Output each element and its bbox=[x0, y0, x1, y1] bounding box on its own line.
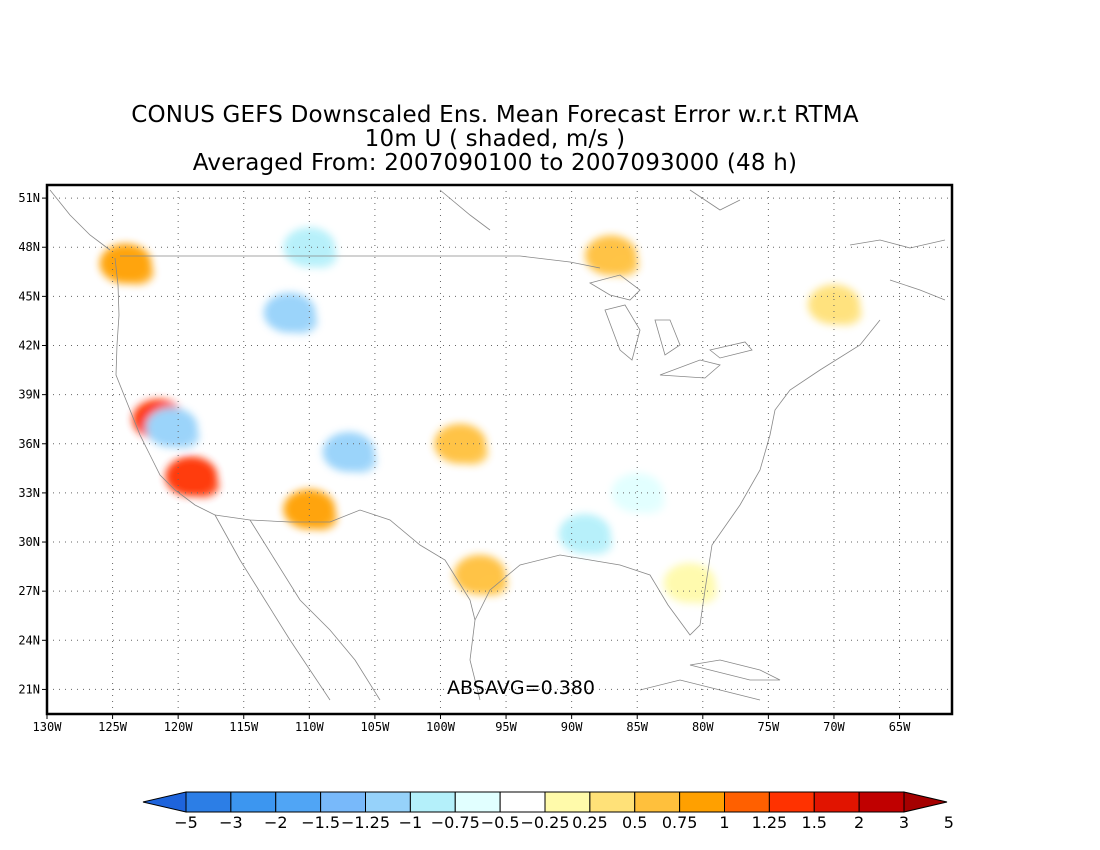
colorbar-segment bbox=[858, 791, 905, 813]
colorbar-segment bbox=[499, 791, 546, 813]
anomaly-region-lobe bbox=[829, 301, 862, 326]
colorbar-label: −1 bbox=[399, 813, 423, 832]
lon-tick-label: 90W bbox=[561, 720, 583, 734]
shaded-field bbox=[99, 227, 862, 604]
lat-tick-label: 30N bbox=[18, 535, 40, 549]
anomaly-region-lobe bbox=[121, 260, 154, 285]
title-line-3: Averaged From: 2007090100 to 2007093000 … bbox=[192, 150, 798, 176]
colorbar-segment bbox=[320, 791, 366, 813]
lon-tick-label: 85W bbox=[626, 720, 648, 734]
anomaly-region-lobe bbox=[305, 506, 338, 531]
colorbar-label: −1.25 bbox=[341, 813, 390, 832]
lon-tick-label: 70W bbox=[823, 720, 845, 734]
lon-tick-label: 95W bbox=[495, 720, 517, 734]
lon-tick-label: 115W bbox=[229, 720, 259, 734]
mexico-coast-line bbox=[214, 514, 761, 701]
colorbar-label: −5 bbox=[174, 813, 198, 832]
colorbar-right-arrow bbox=[903, 791, 948, 813]
lon-tick-label: 75W bbox=[758, 720, 780, 734]
colorbar-segment bbox=[275, 791, 322, 813]
colorbar-segment bbox=[589, 791, 636, 813]
gridlines bbox=[46, 185, 952, 714]
anomaly-region-lobe bbox=[285, 309, 318, 334]
title-line-1: CONUS GEFS Downscaled Ens. Mean Forecast… bbox=[131, 102, 859, 128]
west-coast-line bbox=[114, 257, 216, 516]
lon-tick-label: 110W bbox=[295, 720, 325, 734]
anomaly-region-lobe bbox=[685, 579, 718, 604]
colorbar: −5 −3 −2 −1.5 −1.25 −1 −0.75 −0.5 −0.25 0.25 0.5 0.… bbox=[142, 791, 954, 832]
colorbar-segment bbox=[409, 791, 456, 813]
lat-tick-label: 45N bbox=[18, 289, 40, 303]
lon-tick-label: 65W bbox=[889, 720, 911, 734]
colorbar-label: 3 bbox=[899, 813, 909, 832]
lat-tick-label: 33N bbox=[18, 486, 40, 500]
lat-tick-label: 39N bbox=[18, 388, 40, 402]
lat-tick-label: 36N bbox=[18, 437, 40, 451]
colorbar-segment bbox=[813, 791, 860, 813]
canada-border-line bbox=[120, 255, 601, 269]
colorbar-segment bbox=[679, 791, 725, 813]
lon-tick-label: 125W bbox=[98, 720, 128, 734]
colorbar-label: 5 bbox=[944, 813, 954, 832]
anomaly-region-lobe bbox=[167, 424, 200, 449]
colorbar-segment bbox=[230, 791, 277, 813]
colorbar-segment bbox=[544, 791, 591, 813]
lon-tick-label: 120W bbox=[164, 720, 194, 734]
anomaly-region-lobe bbox=[344, 448, 377, 473]
colorbar-label: 1.5 bbox=[802, 813, 827, 832]
colorbar-label: −0.25 bbox=[520, 813, 569, 832]
lat-tick-label: 21N bbox=[18, 682, 40, 696]
colorbar-segment bbox=[724, 791, 770, 813]
colorbar-label: 1 bbox=[719, 813, 729, 832]
colorbar-label: −2 bbox=[264, 813, 288, 832]
axes: 21N 24N 27N 30N 33N 36N 39N 42N 45N 48N 51N 130W 125… bbox=[18, 191, 911, 734]
colorbar-left-arrow bbox=[142, 791, 187, 813]
lat-tick-label: 27N bbox=[18, 584, 40, 598]
colorbar-label: −0.75 bbox=[431, 813, 480, 832]
colorbar-segment bbox=[634, 791, 681, 813]
colorbar-label: −1.5 bbox=[301, 813, 340, 832]
lon-tick-label: 80W bbox=[692, 720, 714, 734]
colorbar-label: −3 bbox=[219, 813, 243, 832]
lon-tick-label: 100W bbox=[426, 720, 456, 734]
lon-tick-label: 105W bbox=[360, 720, 390, 734]
colorbar-label: 2 bbox=[854, 813, 864, 832]
colorbar-segment bbox=[365, 791, 411, 813]
canada-coast-line bbox=[49, 189, 946, 301]
title-line-2: 10m U ( shaded, m/s ) bbox=[364, 126, 626, 152]
anomaly-region-lobe bbox=[606, 252, 639, 277]
lat-tick-label: 51N bbox=[18, 191, 40, 205]
anomaly-region-lobe bbox=[187, 473, 220, 498]
colorbar-label: −0.5 bbox=[481, 813, 520, 832]
cuba-outline bbox=[689, 659, 781, 681]
colorbar-segment bbox=[185, 791, 232, 813]
colorbar-label: 1.25 bbox=[752, 813, 788, 832]
gulf-coast-line bbox=[474, 319, 881, 636]
colorbar-label: 0.5 bbox=[622, 813, 647, 832]
lat-tick-label: 48N bbox=[18, 240, 40, 254]
colorbar-label: 0.75 bbox=[662, 813, 698, 832]
anomaly-region-lobe bbox=[633, 489, 666, 514]
colorbar-segment bbox=[454, 791, 501, 813]
colorbar-label: 0.25 bbox=[572, 813, 608, 832]
lon-tick-label: 130W bbox=[33, 720, 63, 734]
anomaly-region-lobe bbox=[456, 440, 489, 465]
basemap bbox=[49, 189, 946, 701]
map-frame bbox=[45, 183, 954, 716]
anomaly-region-lobe bbox=[475, 571, 508, 596]
absavg-annotation: ABSAVG=0.380 bbox=[447, 677, 595, 699]
great-lakes-outline bbox=[588, 274, 753, 379]
colorbar-segment bbox=[768, 791, 815, 813]
anomaly-region-lobe bbox=[580, 530, 613, 555]
anomaly-blobs bbox=[99, 227, 862, 604]
lat-tick-label: 24N bbox=[18, 633, 40, 647]
lat-tick-label: 42N bbox=[18, 339, 40, 353]
